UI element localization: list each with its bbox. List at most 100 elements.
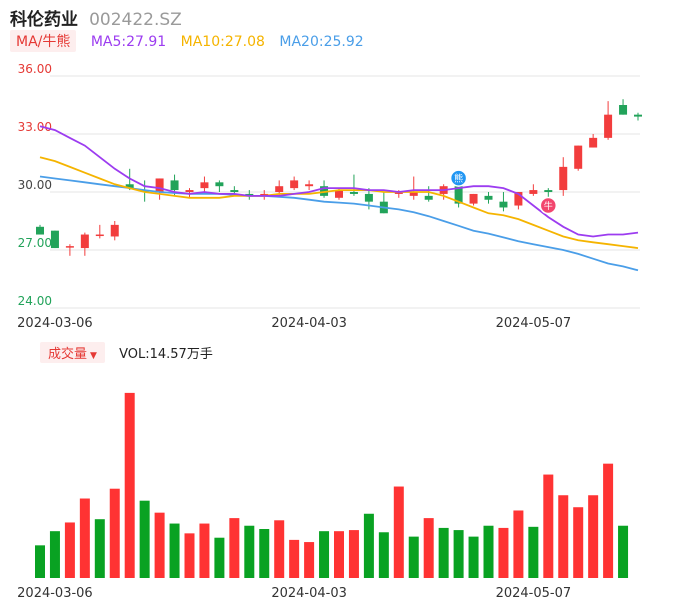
- candle-body: [125, 184, 134, 189]
- volume-indicator-label: 成交量: [48, 347, 88, 362]
- ma20-line: [39, 175, 639, 272]
- volume-bar: [393, 486, 404, 578]
- candle-body: [499, 201, 508, 208]
- candle-body: [335, 190, 343, 198]
- volume-bar: [94, 519, 105, 578]
- date-tick-label: 2024-05-07: [496, 586, 572, 601]
- ma20-legend: MA20:25.92: [279, 34, 364, 50]
- candle-body: [634, 114, 642, 117]
- volume-bar: [184, 533, 195, 578]
- candle-body: [559, 166, 568, 191]
- candle-body: [185, 190, 194, 192]
- candle-body: [424, 195, 433, 200]
- volume-bar: [304, 542, 315, 578]
- candle-body: [95, 234, 104, 237]
- volume-bar: [348, 530, 359, 578]
- ma10-legend: MA10:27.08: [180, 34, 265, 50]
- candle-body: [275, 186, 284, 192]
- ma10-line: [39, 156, 639, 249]
- candle-body: [484, 195, 493, 200]
- stock-header: 科伦药业 002422.SZ: [10, 5, 182, 30]
- price-tick-label: 27.00: [18, 236, 52, 250]
- candle-body: [200, 182, 209, 189]
- volume-bar: [214, 537, 225, 578]
- date-tick-label: 2024-05-07: [496, 316, 572, 331]
- volume-bar: [109, 488, 120, 578]
- candle-body: [65, 246, 74, 248]
- volume-bar: [408, 536, 419, 578]
- volume-bar: [259, 529, 270, 578]
- volume-bar: [573, 507, 584, 578]
- candle-body: [245, 193, 254, 196]
- volume-bar: [154, 512, 165, 578]
- ma5-line: [39, 125, 639, 238]
- bear-marker: 熊: [449, 169, 468, 187]
- bull-marker-icon: [539, 196, 558, 215]
- candle-body: [320, 186, 329, 196]
- volume-bar: [438, 527, 449, 578]
- volume-bar: [423, 518, 434, 578]
- candle-body: [110, 224, 119, 237]
- candle-body: [589, 137, 598, 148]
- price-tick-label: 24.00: [18, 294, 52, 308]
- candle-body: [215, 182, 224, 187]
- stock-code: 002422.SZ: [89, 10, 182, 30]
- volume-bar: [378, 532, 389, 578]
- volume-bar: [289, 539, 300, 578]
- volume-bar: [139, 500, 150, 578]
- date-tick-label: 2024-04-03: [271, 586, 347, 601]
- volume-bar: [319, 531, 330, 578]
- volume-bar: [169, 523, 180, 578]
- date-tick-label: 2024-03-06: [17, 316, 93, 331]
- volume-bar: [558, 495, 569, 578]
- stock-name: 科伦药业: [10, 10, 78, 30]
- candle-body: [409, 192, 418, 196]
- volume-bar: [334, 531, 344, 578]
- bear-marker-label: 熊: [454, 173, 463, 185]
- volume-bar: [453, 530, 464, 578]
- date-tick-label: 2024-03-06: [17, 586, 93, 601]
- volume-bar: [363, 513, 374, 578]
- volume-indicator-dropdown[interactable]: 成交量 ▼: [40, 342, 105, 363]
- candle-body: [364, 193, 373, 202]
- candle-body: [454, 186, 463, 204]
- volume-bar: [35, 545, 45, 578]
- caret-down-icon: ▼: [90, 351, 97, 361]
- volume-bar: [49, 531, 60, 578]
- candle-body: [36, 226, 44, 235]
- candle-body: [290, 180, 299, 189]
- candle-body: [349, 192, 358, 194]
- volume-bar: [79, 498, 90, 578]
- candle-body: [574, 145, 583, 169]
- volume-bar: [199, 523, 210, 578]
- candle-body: [394, 192, 403, 194]
- volume-value: VOL:14.57万手: [119, 347, 213, 362]
- volume-bar: [588, 495, 599, 578]
- candle-body: [305, 184, 314, 187]
- price-tick-label: 33.00: [18, 120, 52, 134]
- volume-bar: [543, 474, 554, 578]
- candle-body: [80, 234, 89, 249]
- date-tick-label: 2024-04-03: [271, 316, 347, 331]
- volume-bar: [274, 520, 285, 578]
- bull-marker-label: 牛: [544, 200, 553, 212]
- volume-bar: [124, 392, 135, 578]
- volume-bar: [498, 527, 509, 578]
- volume-bar: [64, 522, 75, 578]
- volume-bar: [229, 518, 240, 578]
- candle-body: [544, 190, 553, 192]
- volume-bar: [528, 526, 539, 578]
- candle-body: [469, 193, 478, 204]
- volume-legend: 成交量 ▼ VOL:14.57万手: [40, 342, 213, 363]
- candle-body: [50, 230, 59, 249]
- volume-bar: [513, 510, 524, 578]
- volume-bar: [618, 525, 629, 578]
- volume-bar: [468, 536, 479, 578]
- price-tick-label: 36.00: [18, 62, 52, 76]
- candle-body: [260, 193, 269, 196]
- bear-marker-icon: [449, 169, 468, 187]
- ma-bull-bear-toggle[interactable]: MA/牛熊: [10, 30, 77, 52]
- candle-body: [155, 178, 164, 192]
- candle-body: [170, 180, 179, 191]
